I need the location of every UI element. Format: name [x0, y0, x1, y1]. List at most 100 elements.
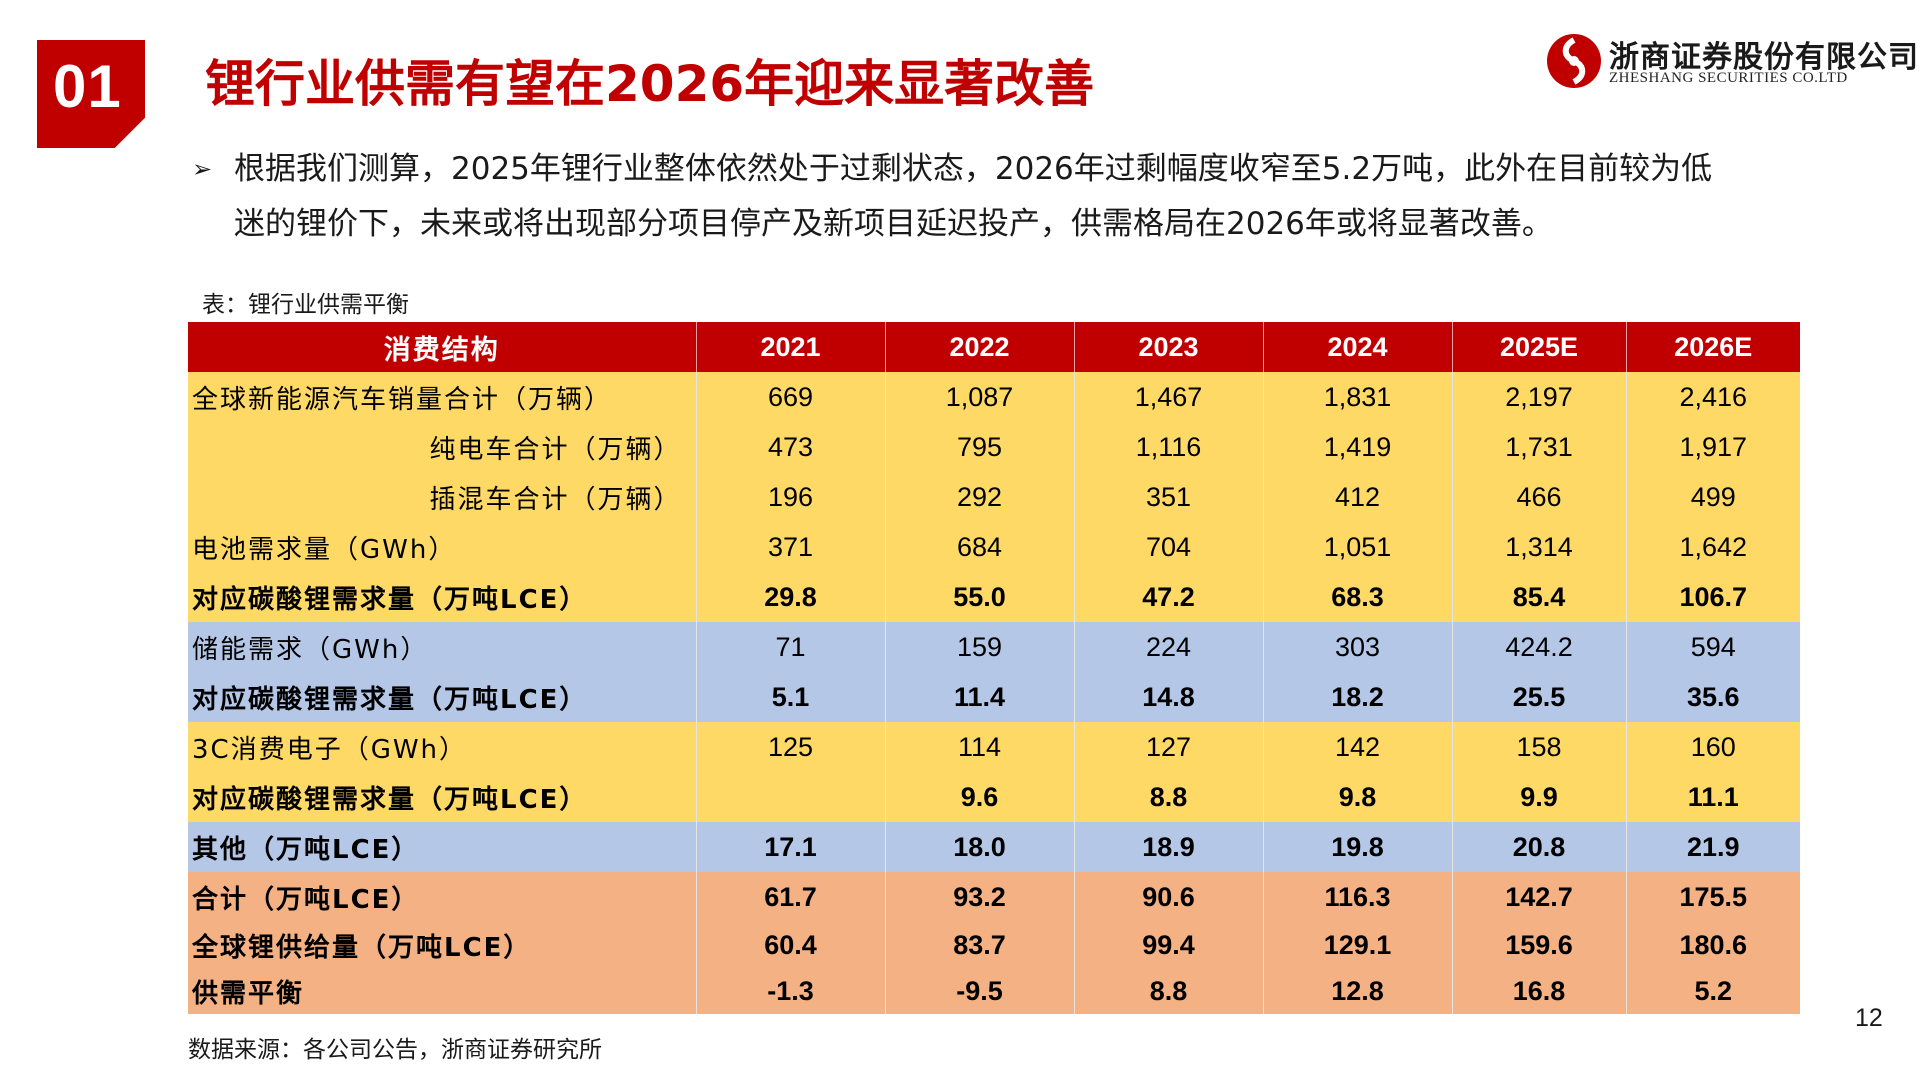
table-cell: 499: [1625, 472, 1800, 522]
table-row: 对应碳酸锂需求量（万吨LCE） 5.1 11.4 14.8 18.2 25.5 …: [188, 672, 1800, 722]
table-cell: 1,642: [1625, 522, 1800, 572]
table-cell: 18.2: [1262, 672, 1452, 722]
row-label: 全球新能源汽车销量合计（万辆）: [188, 372, 696, 422]
table-cell: 292: [884, 472, 1074, 522]
table-row: 纯电车合计（万辆） 473 795 1,116 1,419 1,731 1,91…: [188, 422, 1800, 472]
table-cell: [695, 772, 885, 822]
header-cell: 2021: [695, 322, 885, 372]
page-number: 12: [1855, 1004, 1883, 1032]
section-number: 01: [53, 53, 122, 120]
table-cell: 1,087: [884, 372, 1074, 422]
table-cell: 1,051: [1262, 522, 1452, 572]
table-row: 储能需求（GWh） 71 159 224 303 424.2 594: [188, 622, 1800, 672]
table-caption: 表：锂行业供需平衡: [202, 292, 409, 318]
row-label: 其他（万吨LCE）: [188, 822, 696, 872]
supply-demand-table: 消费结构 2021 2022 2023 2024 2025E 2026E 全球新…: [188, 322, 1800, 1014]
table-cell: 5.2: [1625, 968, 1800, 1014]
table-cell: 158: [1451, 722, 1626, 772]
table-cell: 9.8: [1262, 772, 1452, 822]
bullet-point: ➢ 根据我们测算，2025年锂行业整体依然处于过剩状态，2026年过剩幅度收窄至…: [192, 142, 1742, 252]
bullet-text: 根据我们测算，2025年锂行业整体依然处于过剩状态，2026年过剩幅度收窄至5.…: [234, 151, 1713, 242]
table-cell: 90.6: [1073, 872, 1263, 922]
table-row: 对应碳酸锂需求量（万吨LCE） 9.6 8.8 9.8 9.9 11.1: [188, 772, 1800, 822]
row-label: 插混车合计（万辆）: [188, 472, 696, 522]
table-cell: 9.9: [1451, 772, 1626, 822]
table-cell: 1,419: [1262, 422, 1452, 472]
table-row: 全球新能源汽车销量合计（万辆） 669 1,087 1,467 1,831 2,…: [188, 372, 1800, 422]
table-cell: 175.5: [1625, 872, 1800, 922]
table-cell: 412: [1262, 472, 1452, 522]
table-cell: 303: [1262, 622, 1452, 672]
table-cell: 1,731: [1451, 422, 1626, 472]
table-cell: 795: [884, 422, 1074, 472]
table-cell: 125: [695, 722, 885, 772]
table-cell: 9.6: [884, 772, 1074, 822]
table-cell: 71: [695, 622, 885, 672]
table-cell: 704: [1073, 522, 1263, 572]
table-cell: 19.8: [1262, 822, 1452, 872]
table-cell: 8.8: [1073, 772, 1263, 822]
table-cell: 20.8: [1451, 822, 1626, 872]
table-cell: -1.3: [695, 968, 885, 1014]
row-label: 供需平衡: [188, 968, 696, 1014]
table-cell: 99.4: [1073, 922, 1263, 968]
table-cell: 224: [1073, 622, 1263, 672]
row-label: 3C消费电子（GWh）: [188, 722, 696, 772]
logo-company-name-en: ZHESHANG SECURITIES CO.LTD: [1609, 70, 1848, 86]
header-cell: 消费结构: [188, 322, 696, 372]
table-cell: 159.6: [1451, 922, 1626, 968]
table-cell: 8.8: [1073, 968, 1263, 1014]
row-label: 对应碳酸锂需求量（万吨LCE）: [188, 672, 696, 722]
table-cell: 114: [884, 722, 1074, 772]
row-label: 储能需求（GWh）: [188, 622, 696, 672]
table-cell: 116.3: [1262, 872, 1452, 922]
table-cell: 5.1: [695, 672, 885, 722]
row-label: 合计（万吨LCE）: [188, 872, 696, 922]
table-cell: 594: [1625, 622, 1800, 672]
company-logo: 浙商证券股份有限公司 ZHESHANG SECURITIES CO.LTD: [1545, 32, 1918, 92]
table-cell: 1,314: [1451, 522, 1626, 572]
table-cell: 1,917: [1625, 422, 1800, 472]
table-row: 全球锂供给量（万吨LCE） 60.4 83.7 99.4 129.1 159.6…: [188, 922, 1800, 968]
row-label: 对应碳酸锂需求量（万吨LCE）: [188, 772, 696, 822]
table-cell: 17.1: [695, 822, 885, 872]
table-cell: 16.8: [1451, 968, 1626, 1014]
table-cell: 466: [1451, 472, 1626, 522]
table-cell: 351: [1073, 472, 1263, 522]
table-row: 其他（万吨LCE） 17.1 18.0 18.9 19.8 20.8 21.9: [188, 822, 1800, 872]
table-cell: 68.3: [1262, 572, 1452, 622]
table-cell: 2,416: [1625, 372, 1800, 422]
table-cell: 21.9: [1625, 822, 1800, 872]
table-cell: 180.6: [1625, 922, 1800, 968]
arrow-bullet-icon: ➢: [192, 155, 213, 183]
table-row: 对应碳酸锂需求量（万吨LCE） 29.8 55.0 47.2 68.3 85.4…: [188, 572, 1800, 622]
page-title: 锂行业供需有望在2026年迎来显著改善: [205, 55, 1095, 113]
table-cell: 93.2: [884, 872, 1074, 922]
table-cell: 129.1: [1262, 922, 1452, 968]
table-cell: 18.9: [1073, 822, 1263, 872]
table-row: 插混车合计（万辆） 196 292 351 412 466 499: [188, 472, 1800, 522]
table-cell: 196: [695, 472, 885, 522]
zheshang-logo-icon: [1547, 34, 1601, 88]
logo-company-name: 浙商证券股份有限公司: [1609, 40, 1919, 75]
row-label: 对应碳酸锂需求量（万吨LCE）: [188, 572, 696, 622]
table-cell: 371: [695, 522, 885, 572]
table-cell: 1,831: [1262, 372, 1452, 422]
table-cell: 1,116: [1073, 422, 1263, 472]
section-number-badge: 01: [37, 40, 145, 148]
header-cell: 2025E: [1451, 322, 1626, 372]
table-cell: 83.7: [884, 922, 1074, 968]
table-cell: 55.0: [884, 572, 1074, 622]
table-cell: 11.1: [1625, 772, 1800, 822]
header-cell: 2023: [1073, 322, 1263, 372]
table-cell: 159: [884, 622, 1074, 672]
table-cell: 60.4: [695, 922, 885, 968]
table-cell: 127: [1073, 722, 1263, 772]
table-cell: 35.6: [1625, 672, 1800, 722]
table-cell: 2,197: [1451, 372, 1626, 422]
table-cell: 18.0: [884, 822, 1074, 872]
table-cell: 25.5: [1451, 672, 1626, 722]
row-label: 全球锂供给量（万吨LCE）: [188, 922, 696, 968]
row-label: 纯电车合计（万辆）: [188, 422, 696, 472]
table-row: 3C消费电子（GWh） 125 114 127 142 158 160: [188, 722, 1800, 772]
